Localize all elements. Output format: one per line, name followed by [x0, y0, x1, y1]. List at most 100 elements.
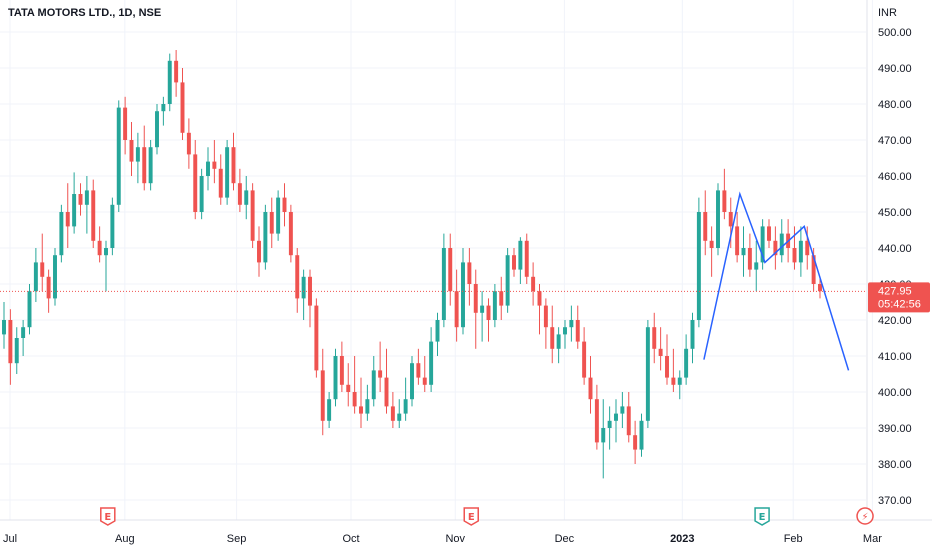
candle	[767, 219, 771, 248]
candle	[690, 312, 695, 364]
earnings-icon[interactable]: E	[100, 507, 116, 526]
candle-body	[435, 320, 440, 342]
candle-body	[454, 291, 459, 328]
candle	[269, 197, 274, 248]
candle-body	[620, 406, 625, 414]
y-tick-label: 370.00	[878, 495, 912, 507]
candle-body	[97, 240, 102, 256]
candle	[677, 370, 682, 400]
candle	[441, 233, 446, 328]
candle	[123, 96, 128, 155]
candle-body	[448, 248, 453, 292]
candle-body	[416, 363, 421, 378]
candle	[186, 118, 191, 169]
y-tick-label: 480.00	[878, 99, 912, 111]
candle	[53, 248, 57, 306]
y-tick-label: 460.00	[878, 171, 912, 183]
event-markers[interactable]: E E E ⚡	[100, 507, 874, 526]
candle	[129, 122, 134, 176]
candle	[556, 327, 561, 364]
candle-body	[301, 276, 306, 299]
candle	[339, 341, 344, 392]
candle	[174, 50, 179, 97]
candle-body	[333, 356, 338, 400]
candle-body	[441, 248, 446, 320]
last-price-label: 427.95 05:42:56	[868, 282, 930, 313]
candle-body	[652, 327, 657, 349]
candle	[40, 233, 45, 292]
candle-body	[320, 370, 325, 421]
candle	[72, 172, 77, 234]
candle	[193, 140, 198, 220]
candle-body	[40, 262, 45, 277]
candle-body	[59, 212, 64, 256]
candle-body	[65, 212, 70, 227]
candle	[308, 269, 312, 328]
event-marker-label: E	[759, 512, 766, 523]
x-tick-label: Sep	[227, 533, 247, 545]
candle-body	[499, 291, 504, 306]
y-tick-label: 400.00	[878, 387, 912, 399]
candle	[142, 125, 147, 191]
candle	[148, 140, 153, 191]
candle-body	[21, 327, 26, 338]
candle-body	[410, 363, 414, 400]
candle-body	[123, 107, 128, 140]
candle	[180, 68, 185, 140]
candle	[486, 298, 491, 342]
candle	[429, 327, 434, 392]
candle	[410, 356, 414, 407]
y-tick-label: 410.00	[878, 351, 912, 363]
candle	[301, 269, 306, 320]
y-tick-label: 420.00	[878, 315, 912, 327]
candle-body	[550, 327, 555, 349]
candle	[21, 320, 26, 356]
candle	[492, 284, 497, 328]
candle	[684, 334, 689, 385]
candle-body	[531, 276, 536, 292]
candle	[403, 377, 408, 421]
earnings-icon[interactable]: E	[463, 507, 479, 526]
candle-body	[180, 82, 185, 133]
candle	[2, 302, 6, 349]
candle	[473, 269, 478, 349]
bar-countdown: 05:42:56	[878, 298, 921, 310]
candle	[212, 140, 217, 184]
candle	[671, 348, 676, 392]
candle	[59, 204, 64, 263]
candle-body	[467, 262, 472, 284]
candle	[709, 226, 714, 277]
candle	[722, 168, 727, 220]
candle	[601, 399, 606, 479]
candle	[818, 276, 822, 299]
candle	[716, 183, 720, 256]
drawn-trendline[interactable]	[703, 191, 850, 371]
candle-body	[384, 377, 389, 407]
candle	[639, 413, 644, 457]
candle	[161, 96, 166, 126]
candle	[333, 348, 338, 407]
candle	[416, 348, 421, 385]
candle-body	[116, 107, 121, 205]
candle	[754, 240, 759, 292]
event-marker-label: E	[468, 512, 475, 523]
candle	[805, 226, 810, 270]
candle-body	[575, 320, 580, 342]
candle-body	[27, 291, 32, 328]
dividend-icon[interactable]: ⚡	[856, 507, 874, 525]
earnings-icon[interactable]: E	[754, 507, 770, 526]
candle	[14, 327, 19, 374]
candle-body	[709, 240, 714, 248]
candle-body	[167, 60, 172, 104]
time-axis[interactable]: Jul Aug Sep Oct Nov Dec 2023 Feb Mar	[3, 533, 882, 545]
last-price-value: 427.95	[878, 285, 912, 297]
candle	[582, 327, 587, 385]
candle	[665, 334, 669, 385]
candle-body	[250, 190, 255, 241]
candle	[65, 183, 70, 248]
candle-body	[754, 262, 759, 270]
price-axis[interactable]: 370.00380.00390.00400.00410.00420.00430.…	[878, 27, 912, 507]
candle-body	[480, 305, 485, 313]
candle	[365, 384, 370, 421]
